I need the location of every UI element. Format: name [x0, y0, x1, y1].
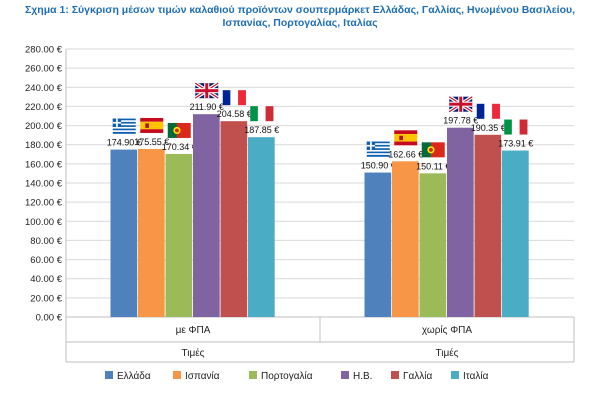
bar [165, 153, 193, 317]
france-flag-icon [476, 103, 500, 119]
bar [419, 173, 447, 317]
bar [392, 161, 419, 317]
x-category-label: με ΦΠΑ [176, 325, 211, 336]
legend-label: Ελλάδα [117, 370, 151, 382]
data-label: 150.90 € [361, 161, 396, 171]
bar [447, 127, 474, 317]
portugal-flag-icon [421, 142, 445, 158]
data-label: 190.35 € [471, 123, 506, 133]
data-label: 175.55 € [134, 137, 169, 147]
data-label: 162.66 € [388, 149, 423, 159]
chart-title-line-1: Σχημα 1: Σύγκριση μέσων τιμών καλαθιού π… [24, 4, 576, 16]
uk-flag-icon [448, 95, 474, 114]
legend-item: Πορτογαλία [249, 370, 313, 382]
legend-label: Γαλλία [403, 370, 433, 382]
x-axis-group-label: Τιμές [182, 347, 205, 359]
uk-flag-icon [194, 81, 220, 100]
y-tick-label: 120.00 € [25, 198, 63, 209]
y-tick-label: 20.00 € [30, 293, 62, 304]
legend-item: Ελλάδα [105, 370, 151, 382]
legend-label: Πορτογαλία [261, 370, 313, 382]
y-tick-label: 100.00 € [25, 217, 63, 228]
greece-flag-icon [366, 141, 390, 157]
y-tick-label: 260.00 € [25, 64, 63, 75]
legend-swatch [391, 371, 399, 379]
legend-item: Γαλλία [391, 370, 433, 382]
y-tick-label: 220.00 € [25, 102, 63, 113]
y-tick-label: 280.00 € [25, 45, 63, 56]
greece-flag-icon [112, 118, 136, 134]
bar [248, 137, 275, 317]
legend-label: Ιταλία [463, 370, 489, 382]
bar [193, 114, 220, 317]
bar [138, 148, 165, 317]
data-label: 187.85 € [244, 125, 279, 135]
bar [110, 149, 138, 317]
bar [474, 134, 502, 317]
legend-label: Ισπανία [185, 370, 220, 382]
chart-title: Σχημα 1: Σύγκριση μέσων τιμών καλαθιού π… [0, 4, 600, 30]
legend-swatch [451, 371, 459, 379]
y-tick-label: 40.00 € [30, 274, 62, 285]
legend-swatch [249, 371, 257, 379]
y-tick-label: 180.00 € [25, 140, 63, 151]
italy-flag-icon [504, 119, 528, 135]
spain-flag-icon [140, 117, 164, 133]
portugal-flag-icon [167, 122, 191, 138]
chart-title-line-2: Ισπανίας, Πορτογαλίας, Ιταλίας [222, 17, 378, 29]
data-label: 197.78 € [443, 116, 478, 126]
data-label: 170.34 € [162, 142, 197, 152]
legend-item: Ισπανία [173, 370, 220, 382]
data-label: 204.58 € [217, 109, 252, 119]
legend-item: Ιταλία [451, 370, 489, 382]
y-tick-label: 80.00 € [30, 236, 62, 247]
y-tick-label: 200.00 € [25, 121, 63, 132]
y-tick-label: 160.00 € [25, 159, 63, 170]
legend-swatch [105, 371, 113, 379]
x-category-label: χωρίς ΦΠΑ [422, 324, 472, 336]
y-tick-label: 240.00 € [25, 83, 63, 94]
bar [364, 172, 392, 317]
data-label: 174.90 € [107, 138, 142, 148]
legend-swatch [173, 371, 181, 379]
legend-label: Η.Β. [353, 371, 372, 382]
bar [220, 121, 248, 317]
france-flag-icon [222, 90, 246, 106]
legend-swatch [341, 371, 349, 379]
legend-item: Η.Β. [341, 371, 372, 382]
spain-flag-icon [394, 130, 418, 146]
y-tick-label: 0.00 € [36, 313, 63, 324]
y-tick-label: 60.00 € [30, 255, 62, 266]
data-label: 173.91 € [498, 139, 533, 149]
bar [502, 150, 529, 317]
x-axis-group-label: Τιμές [436, 347, 459, 359]
italy-flag-icon [250, 106, 274, 122]
data-label: 211.90 € [190, 102, 224, 112]
data-label: 150.11 € [416, 161, 450, 171]
y-tick-label: 140.00 € [25, 179, 63, 190]
